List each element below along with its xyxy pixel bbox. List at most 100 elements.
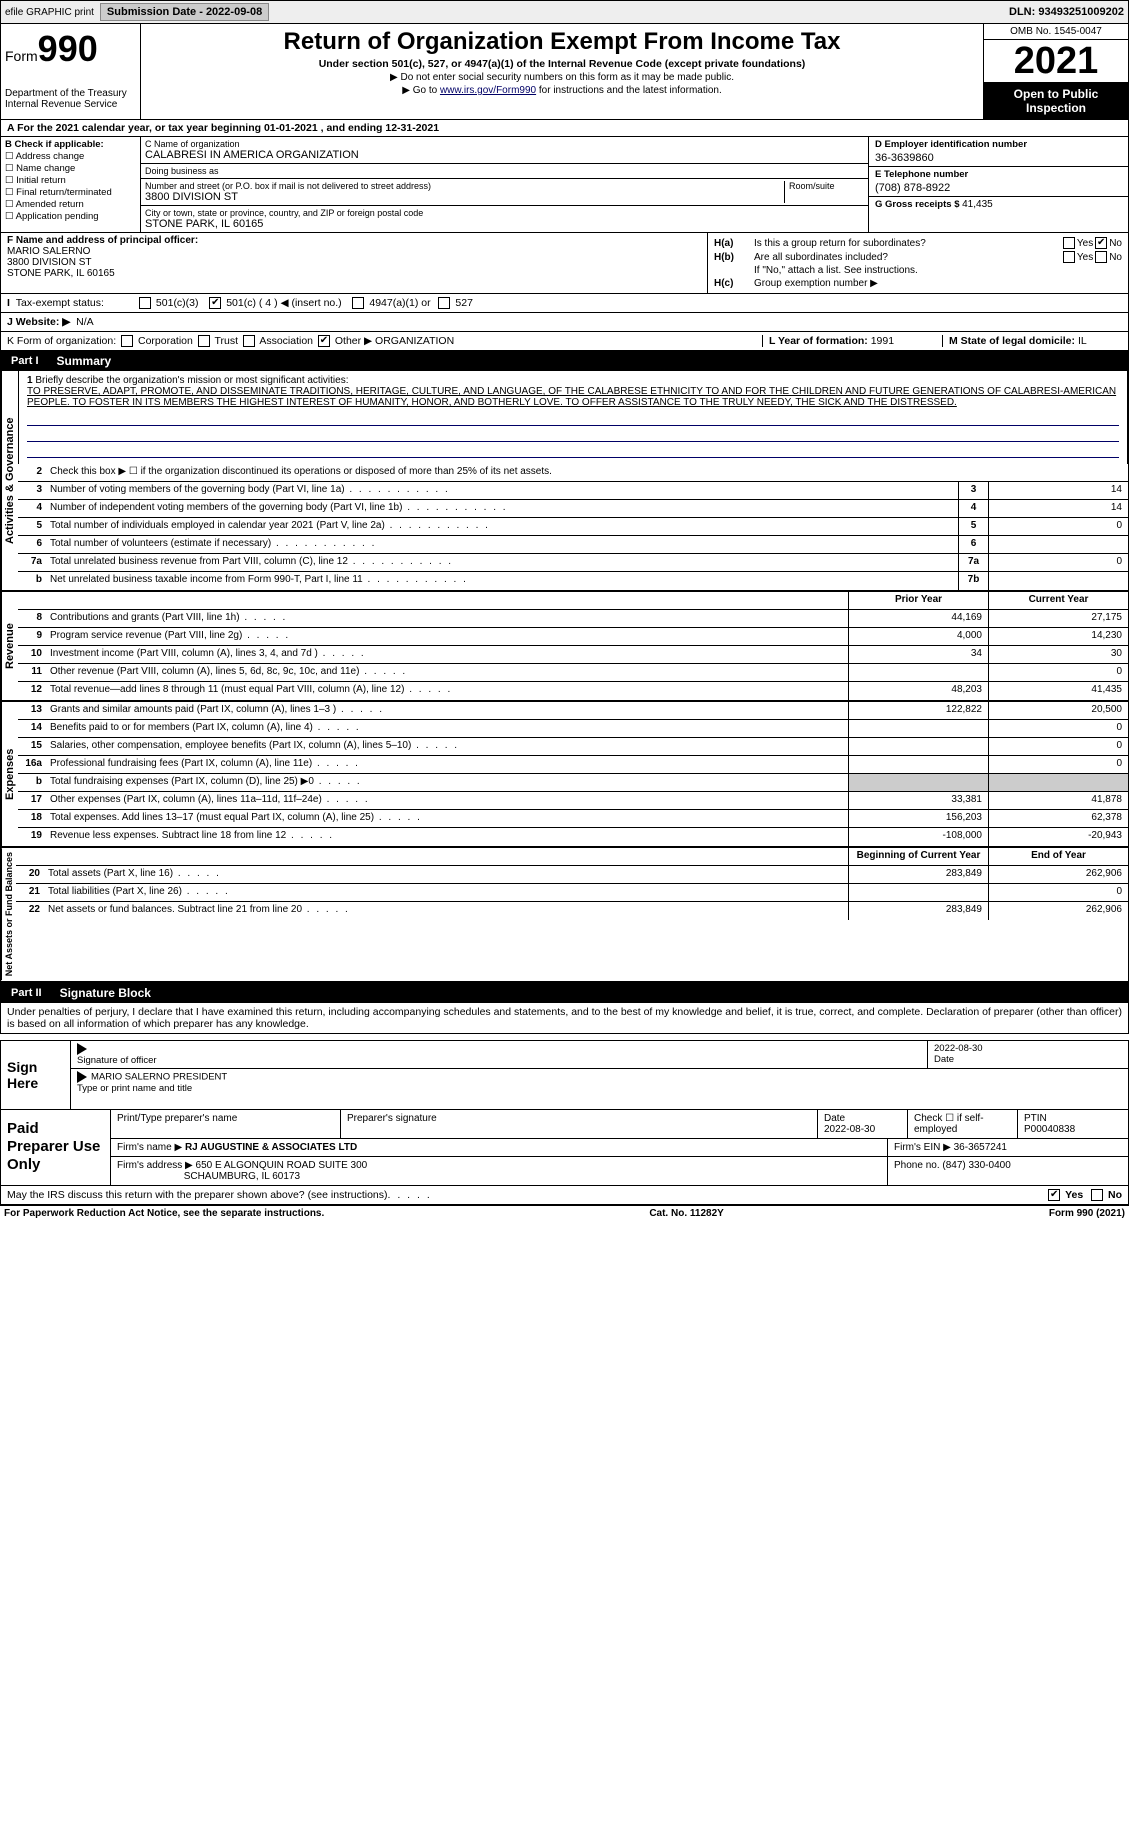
curr-amt: 41,878 — [988, 792, 1128, 809]
f-label: F Name and address of principal officer: — [7, 235, 198, 246]
row-num: 4 — [18, 500, 46, 517]
hb-yes[interactable] — [1063, 251, 1075, 263]
prior-amt — [848, 738, 988, 755]
hb-no[interactable] — [1095, 251, 1107, 263]
street-label: Number and street (or P.O. box if mail i… — [145, 181, 784, 191]
discuss-no[interactable] — [1091, 1189, 1103, 1201]
ha-yes[interactable] — [1063, 237, 1075, 249]
table-row: 8 Contributions and grants (Part VIII, l… — [18, 610, 1128, 628]
part1-header: Part I Summary — [0, 351, 1129, 371]
row-desc: Number of voting members of the governin… — [46, 482, 958, 499]
prior-amt: 48,203 — [848, 682, 988, 700]
table-row: 14 Benefits paid to or for members (Part… — [18, 720, 1128, 738]
opt0: Address change — [16, 151, 85, 162]
part2-title: Signature Block — [60, 983, 151, 1003]
curr-amt: 0 — [988, 720, 1128, 737]
vert-exp: Expenses — [1, 702, 18, 846]
discuss-yes[interactable] — [1048, 1189, 1060, 1201]
form990-link[interactable]: www.irs.gov/Form990 — [440, 85, 536, 96]
te-c-label: 501(c) ( 4 ) ◀ (insert no.) — [226, 297, 341, 309]
prep-firm: Firm's name ▶ RJ AUGUSTINE & ASSOCIATES … — [111, 1139, 1128, 1157]
row-num: 11 — [18, 664, 46, 681]
prep-phone: (847) 330-0400 — [942, 1160, 1010, 1171]
street-val: 3800 DIVISION ST — [145, 191, 784, 203]
prior-amt — [848, 664, 988, 681]
dept-label: Department of the Treasury — [5, 88, 136, 99]
k-assoc[interactable] — [243, 335, 255, 347]
hc-q: Group exemption number ▶ — [754, 278, 1122, 289]
rev-body: Prior Year Current Year 8 Contributions … — [18, 592, 1128, 700]
form-title: Return of Organization Exempt From Incom… — [149, 28, 975, 56]
te-527[interactable] — [438, 297, 450, 309]
te-label: Tax-exempt status: — [16, 297, 104, 309]
row-desc: Total revenue—add lines 8 through 11 (mu… — [46, 682, 848, 700]
addr2: SCHAUMBURG, IL 60173 — [184, 1171, 300, 1182]
prior-amt — [848, 884, 988, 901]
k-trust[interactable] — [198, 335, 210, 347]
sig-name: MARIO SALERNO PRESIDENT — [91, 1071, 227, 1082]
block-f: F Name and address of principal officer:… — [1, 233, 708, 293]
omb-label: OMB No. 1545-0047 — [984, 24, 1128, 40]
row-desc: Net unrelated business taxable income fr… — [46, 572, 958, 590]
gross-cell: G Gross receipts $ 41,435 — [869, 197, 1128, 212]
sign-row2: MARIO SALERNO PRESIDENTType or print nam… — [71, 1069, 1128, 1096]
form-subtitle: Under section 501(c), 527, or 4947(a)(1)… — [149, 58, 975, 70]
table-row: 22 Net assets or fund balances. Subtract… — [16, 902, 1128, 920]
te-501c3[interactable] — [139, 297, 151, 309]
efile-label: efile GRAPHIC print — [5, 7, 94, 18]
chk-final[interactable]: ☐ Final return/terminated — [5, 187, 136, 198]
curr-amt: 41,435 — [988, 682, 1128, 700]
curr-amt: 0 — [988, 664, 1128, 681]
section-governance: Activities & Governance 1 Briefly descri… — [0, 371, 1129, 592]
period-begin: 01-01-2021 — [264, 122, 318, 134]
gross-val: 41,435 — [962, 199, 993, 210]
tax-exempt-row: I Tax-exempt status: 501(c)(3) 501(c) ( … — [0, 294, 1129, 313]
room-label: Room/suite — [789, 181, 864, 191]
header-left: Form990 Department of the Treasury Inter… — [1, 24, 141, 119]
chk-name[interactable]: ☐ Name change — [5, 163, 136, 174]
submission-date-button[interactable]: Submission Date - 2022-09-08 — [100, 3, 269, 21]
footer-right: Form 990 (2021) — [1049, 1208, 1125, 1219]
block-d: D Employer identification number 36-3639… — [868, 137, 1128, 232]
section-revenue: Revenue Prior Year Current Year 8 Contri… — [0, 592, 1129, 702]
chk-amended[interactable]: ☐ Amended return — [5, 199, 136, 210]
curr-amt — [988, 774, 1128, 791]
row-desc: Total assets (Part X, line 16) — [44, 866, 848, 883]
te-4947[interactable] — [352, 297, 364, 309]
city-cell: City or town, state or province, country… — [141, 206, 868, 232]
row-desc: Benefits paid to or for members (Part IX… — [46, 720, 848, 737]
table-row: 17 Other expenses (Part IX, column (A), … — [18, 792, 1128, 810]
te-527-label: 527 — [455, 297, 473, 309]
chk-address[interactable]: ☐ Address change — [5, 151, 136, 162]
ha-q: Is this a group return for subordinates? — [754, 238, 1061, 249]
city-label: City or town, state or province, country… — [145, 208, 864, 218]
chk-pending[interactable]: ☐ Application pending — [5, 211, 136, 222]
discuss-row: May the IRS discuss this return with the… — [0, 1186, 1129, 1205]
period-a: A For the 2021 calendar year, or tax yea… — [7, 122, 264, 134]
prior-amt: 122,822 — [848, 702, 988, 719]
row-desc: Revenue less expenses. Subtract line 18 … — [46, 828, 848, 846]
mission-num: 1 — [27, 375, 33, 386]
te-501c[interactable] — [209, 297, 221, 309]
dba-cell: Doing business as — [141, 164, 868, 179]
f-street: 3800 DIVISION ST — [7, 257, 91, 268]
street-row: Number and street (or P.O. box if mail i… — [141, 179, 868, 206]
ha-no[interactable] — [1095, 237, 1107, 249]
klm-row: K Form of organization: Corporation Trus… — [0, 332, 1129, 351]
curr-amt: 27,175 — [988, 610, 1128, 627]
row-desc: Other expenses (Part IX, column (A), lin… — [46, 792, 848, 809]
sig-date: 2022-08-30 — [934, 1043, 983, 1054]
chk-initial[interactable]: ☐ Initial return — [5, 175, 136, 186]
k-corp[interactable] — [121, 335, 133, 347]
gov-row: 7a Total unrelated business revenue from… — [18, 554, 1128, 572]
open-public: Open to Public Inspection — [984, 83, 1128, 119]
sign-block: Sign Here Signature of officer 2022-08-3… — [0, 1040, 1129, 1110]
footer-left: For Paperwork Reduction Act Notice, see … — [4, 1208, 324, 1219]
curr-amt: 20,500 — [988, 702, 1128, 719]
tax-year: 2021 — [984, 40, 1128, 83]
curr-amt: 262,906 — [988, 902, 1128, 920]
k-other[interactable] — [318, 335, 330, 347]
phone-val: (708) 878-8922 — [875, 182, 1122, 194]
curr-amt: 0 — [988, 756, 1128, 773]
hdr-end: End of Year — [988, 848, 1128, 865]
